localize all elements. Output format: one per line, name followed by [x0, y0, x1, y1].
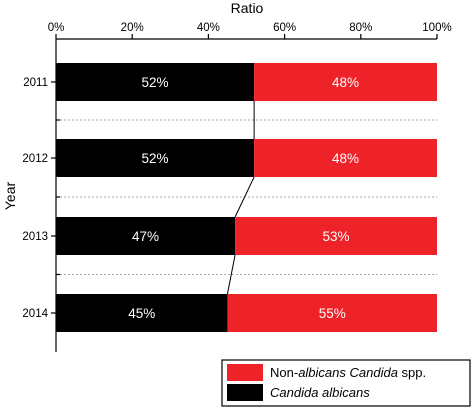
- y-tick-label-2013: 2013: [22, 231, 48, 243]
- x-tick-label: 0%: [48, 22, 65, 34]
- x-tick-label: 100%: [422, 22, 451, 34]
- legend-swatch: [227, 364, 263, 381]
- data-label-2013-series-1: 53%: [323, 229, 350, 244]
- x-tick-label: 20%: [121, 22, 144, 34]
- bar-2013-series-0: [56, 217, 236, 255]
- data-label-2012-series-1: 48%: [332, 151, 359, 166]
- y-tick-label-2011: 2011: [23, 77, 48, 89]
- legend: Non-albicans Candida spp. Candida albican…: [221, 359, 471, 407]
- y-axis: 2011 2012 2013 2014: [22, 39, 57, 352]
- x-tick-label: 60%: [273, 22, 296, 34]
- x-tick-label: 80%: [349, 22, 372, 34]
- series-connector-line: [234, 176, 255, 218]
- data-label-2011-series-0: 52%: [142, 75, 169, 90]
- bar-2014-series-0: [56, 294, 228, 332]
- data-label-2014-series-1: 55%: [319, 306, 346, 321]
- bar-2013-series-1: [235, 217, 437, 255]
- bar-2012-series-0: [56, 139, 255, 177]
- data-label-2012-series-0: 52%: [142, 151, 169, 166]
- bar-2014-series-1: [227, 294, 437, 332]
- y-tick-label-2014: 2014: [22, 308, 48, 320]
- legend-label: Non-albicans Candida spp.: [270, 365, 426, 380]
- series-connector-line: [226, 254, 236, 295]
- legend-box: [221, 359, 471, 407]
- category-separators: [56, 119, 437, 276]
- legend-swatch: [227, 384, 263, 401]
- data-label-2014-series-0: 45%: [128, 306, 155, 321]
- bar-2011-series-1: [254, 63, 437, 101]
- y-axis-title: Year: [2, 182, 18, 211]
- x-axis: 0% 20% 40% 60% 80% 100%: [48, 22, 452, 40]
- data-label-2013-series-0: 47%: [132, 229, 159, 244]
- x-axis-title: Ratio: [231, 0, 264, 16]
- series-connector-lines: [226, 101, 255, 295]
- y-tick-label-2012: 2012: [22, 153, 48, 165]
- legend-label: Candida albicans: [270, 385, 370, 400]
- data-labels: 52% 48% 52% 48% 47% 53% 45% 55%: [128, 75, 359, 321]
- data-label-2011-series-1: 48%: [332, 75, 359, 90]
- bar-2012-series-1: [254, 139, 437, 177]
- bar-2011-series-0: [56, 63, 255, 101]
- bars-group: [56, 63, 437, 332]
- x-tick-label: 40%: [197, 22, 220, 34]
